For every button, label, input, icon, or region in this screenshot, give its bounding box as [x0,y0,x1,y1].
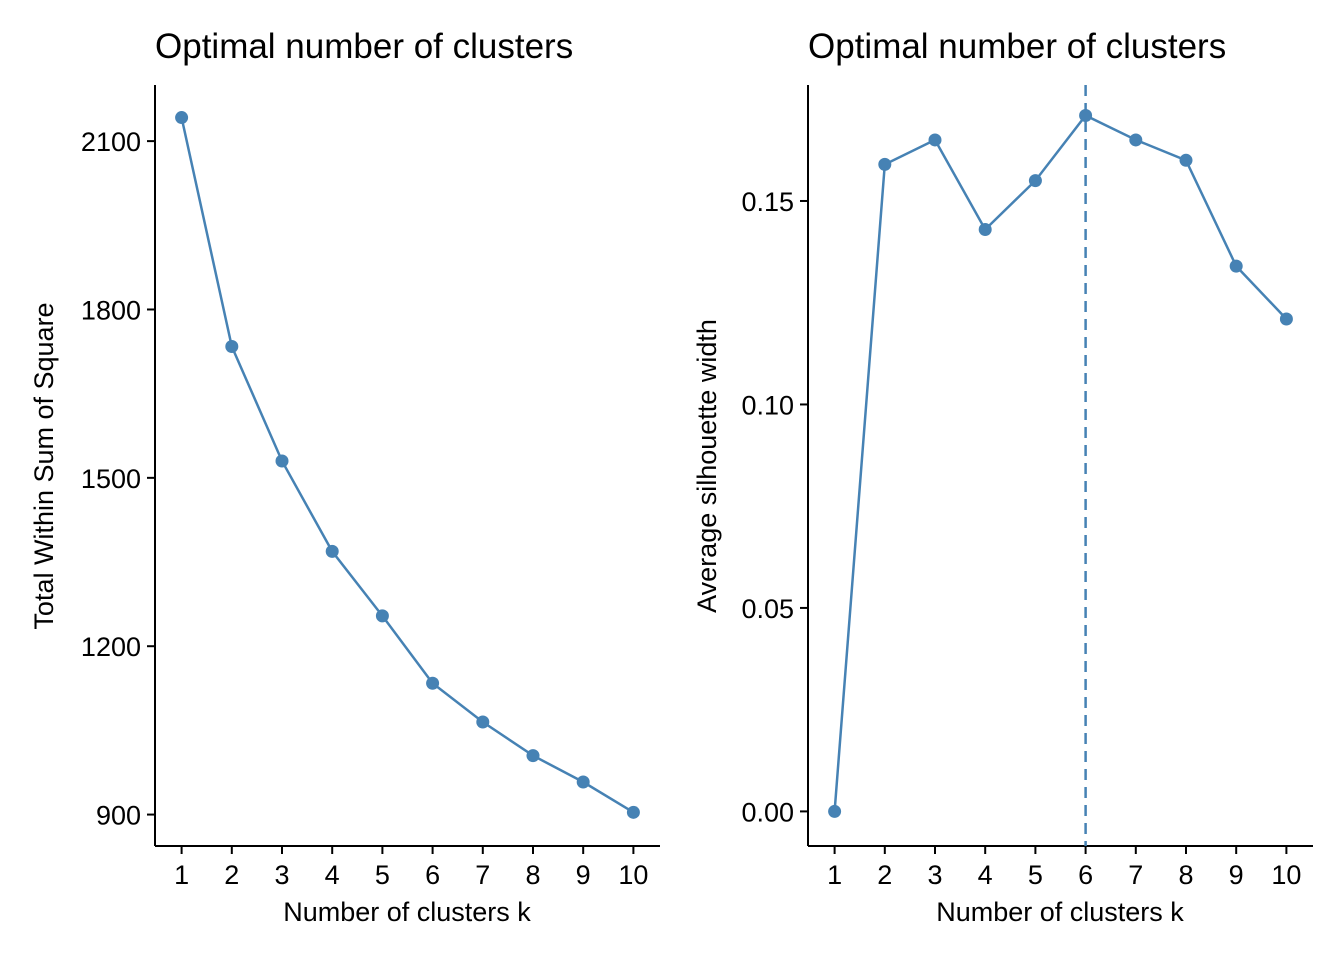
data-point [978,222,992,236]
data-point [476,715,490,729]
y-axis-title: Total Within Sum of Square [29,302,59,629]
x-tick-label: 10 [618,860,648,890]
y-tick-label: 0.00 [741,797,794,827]
x-tick-label: 9 [576,860,591,890]
x-axis-title: Number of clusters k [936,897,1184,927]
data-point [1079,109,1093,123]
axes: 1 2 3 4 5 6 7 8 9 10 900 1200 1500 1800 2100 [81,85,660,890]
y-tick-label: 1800 [81,295,141,325]
data-point [1179,153,1193,167]
x-tick-label: 8 [525,860,540,890]
x-tick-label: 3 [274,860,289,890]
y-tick-label: 1500 [81,464,141,494]
data-point [928,133,942,147]
data-point [375,609,389,623]
chart-title: Optimal number of clusters [808,27,1226,66]
axes: 1 2 3 4 5 6 7 8 9 10 0.00 0.05 0.10 0.15 [741,85,1313,890]
x-tick-label: 2 [877,860,892,890]
data-point [626,805,640,819]
x-tick-label: 7 [1128,860,1143,890]
x-tick-label: 6 [1078,860,1093,890]
x-tick-label: 5 [375,860,390,890]
y-axis-title: Average silhouette width [692,319,722,613]
x-axis-title: Number of clusters k [283,897,531,927]
x-tick-label: 3 [927,860,942,890]
x-tick-label: 5 [1028,860,1043,890]
data-point [225,340,239,354]
x-tick-label: 9 [1229,860,1244,890]
x-tick-label: 1 [174,860,189,890]
data-point [526,749,540,763]
data-point [828,804,842,818]
y-tick-label: 900 [96,801,141,831]
y-tick-label: 0.05 [741,594,794,624]
x-tick-label: 1 [827,860,842,890]
data-point [275,454,289,468]
x-tick-label: 8 [1178,860,1193,890]
data-marks [175,111,640,819]
x-tick-label: 2 [224,860,239,890]
data-marks [828,85,1293,846]
data-point [426,676,440,690]
y-tick-label: 0.15 [741,187,794,217]
x-tick-label: 4 [325,860,340,890]
y-tick-label: 1200 [81,632,141,662]
data-point [1028,174,1042,188]
y-tick-label: 0.10 [741,390,794,420]
x-tick-label: 4 [978,860,993,890]
series-line [833,113,1288,812]
elbow-chart-panel: Optimal number of clusters Number of clu… [29,27,660,927]
series-line [180,117,635,814]
data-point [1279,312,1293,326]
silhouette-chart-panel: Optimal number of clusters Number of clu… [692,27,1313,927]
x-tick-label: 6 [425,860,440,890]
data-point [1229,259,1243,273]
data-point [175,111,189,125]
y-tick-label: 2100 [81,127,141,157]
x-tick-label: 10 [1271,860,1301,890]
chart-title: Optimal number of clusters [155,27,573,66]
data-point [576,775,590,789]
x-tick-label: 7 [475,860,490,890]
data-point [1129,133,1143,147]
data-point [878,157,892,171]
data-point [325,544,339,558]
